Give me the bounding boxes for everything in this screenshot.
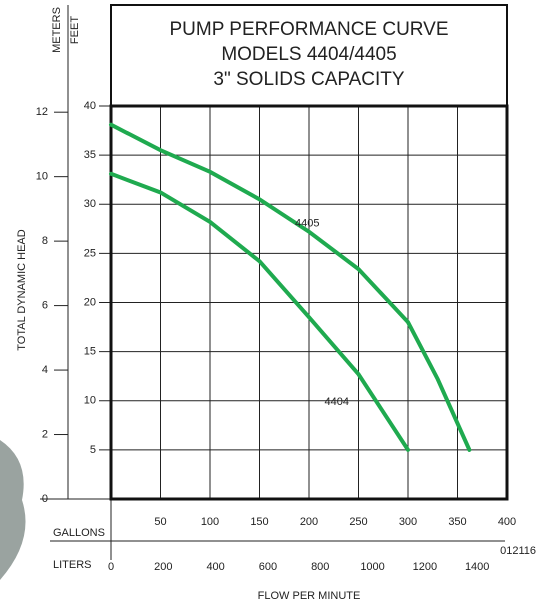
annotation: 012116 xyxy=(500,545,536,557)
pump-image xyxy=(0,440,26,580)
x-tick-label: 200 xyxy=(300,516,318,528)
y2-tick-label: 0 xyxy=(42,493,48,505)
x2-tick-label: 1200 xyxy=(413,561,437,573)
y-tick-label: 20 xyxy=(84,296,96,308)
x-tick-label: 300 xyxy=(399,516,417,528)
chart-title: PUMP PERFORMANCE CURVE xyxy=(169,19,448,40)
y-tick-label: 30 xyxy=(84,198,96,210)
series-label: 4405 xyxy=(295,218,319,230)
y-unit: FEET xyxy=(69,16,81,44)
x2-tick-label: 0 xyxy=(108,561,114,573)
y2-tick-label: 8 xyxy=(42,235,48,247)
y-tick-label: 35 xyxy=(84,149,96,161)
x2-tick-label: 1400 xyxy=(465,561,489,573)
y2-tick-label: 6 xyxy=(42,300,48,312)
x-unit: GALLONS xyxy=(53,527,105,539)
curve xyxy=(109,171,410,452)
x2-tick-label: 400 xyxy=(206,561,224,573)
x-tick-label: 50 xyxy=(154,516,166,528)
y-tick-label: 15 xyxy=(84,346,96,358)
chart-title: MODELS 4404/4405 xyxy=(221,44,396,65)
x2-tick-label: 600 xyxy=(259,561,277,573)
y2-tick-label: 12 xyxy=(36,106,48,118)
x2-tick-label: 200 xyxy=(154,561,172,573)
x2-tick-label: 1000 xyxy=(360,561,384,573)
x-tick-label: 350 xyxy=(448,516,466,528)
y-tick-label: 25 xyxy=(84,247,96,259)
y2-tick-label: 2 xyxy=(42,428,48,440)
series-label: 4404 xyxy=(325,396,349,408)
y-tick-label: 10 xyxy=(84,395,96,407)
y2-unit: METERS xyxy=(51,7,63,53)
plot-frame xyxy=(109,104,509,501)
x-tick-label: 100 xyxy=(201,516,219,528)
x2-unit: LITERS xyxy=(53,559,92,571)
y-tick-label: 5 xyxy=(90,444,96,456)
y2-tick-label: 4 xyxy=(42,364,48,376)
y-tick-label: 40 xyxy=(84,100,96,112)
x-tick-label: 400 xyxy=(498,516,516,528)
y-axis-label: TOTAL DYNAMIC HEAD xyxy=(16,229,28,350)
x-axis-label: FLOW PER MINUTE xyxy=(258,590,361,602)
x2-tick-label: 800 xyxy=(311,561,329,573)
chart-title: 3" SOLIDS CAPACITY xyxy=(213,69,404,90)
x-tick-label: 250 xyxy=(349,516,367,528)
curve xyxy=(109,122,472,452)
y2-tick-label: 10 xyxy=(36,171,48,183)
x-tick-label: 150 xyxy=(250,516,268,528)
